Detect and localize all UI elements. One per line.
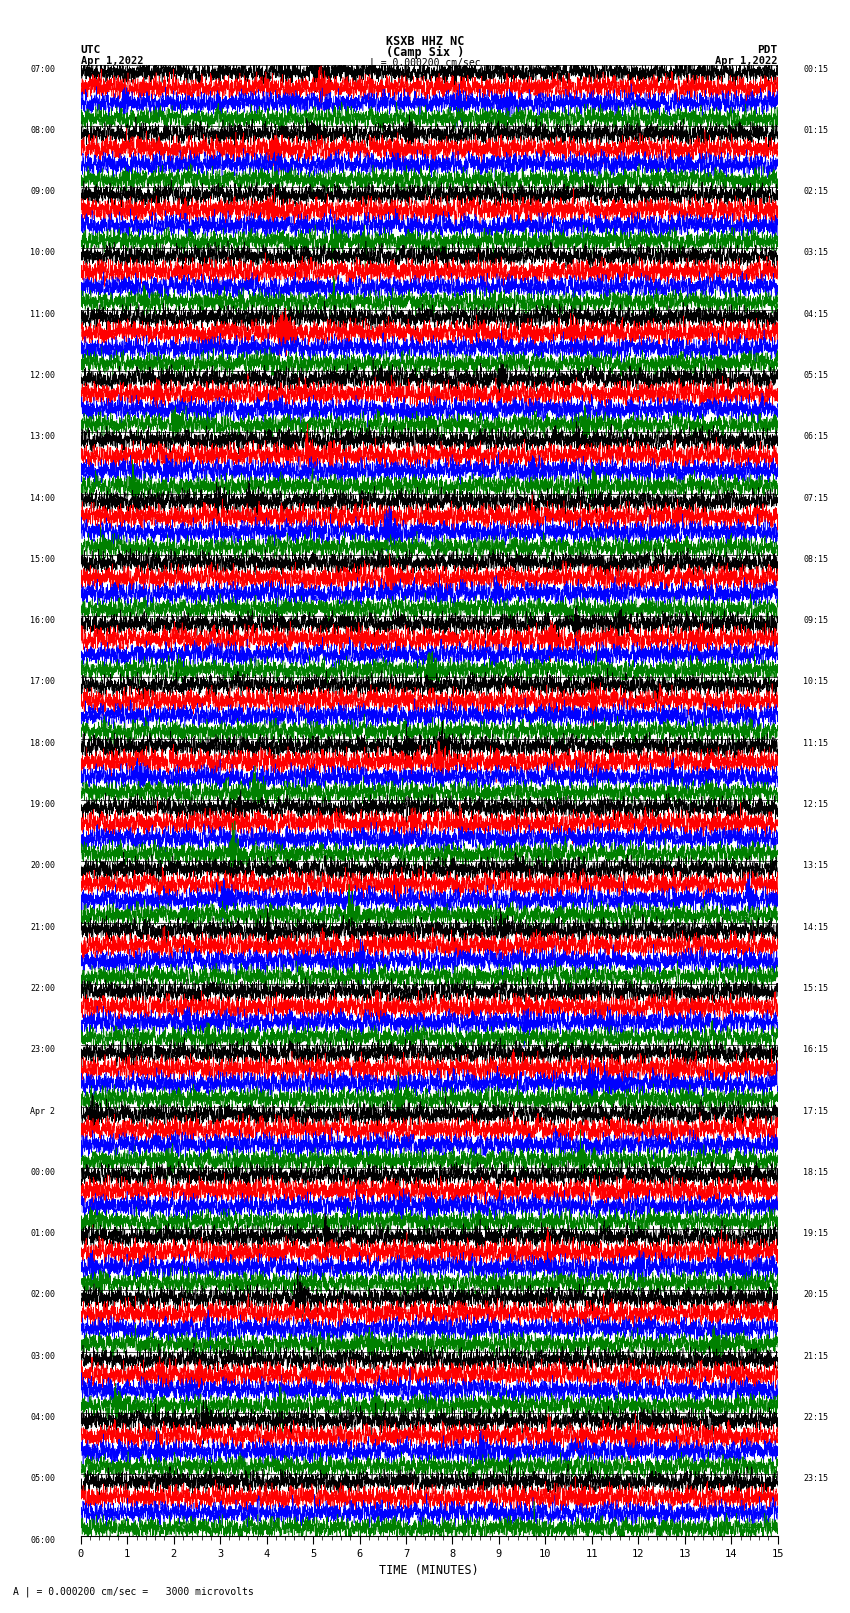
- Text: 18:00: 18:00: [31, 739, 55, 748]
- X-axis label: TIME (MINUTES): TIME (MINUTES): [379, 1565, 479, 1578]
- Text: 01:00: 01:00: [31, 1229, 55, 1239]
- Text: KSXB HHZ NC: KSXB HHZ NC: [386, 35, 464, 48]
- Text: 17:00: 17:00: [31, 677, 55, 687]
- Text: 16:00: 16:00: [31, 616, 55, 626]
- Text: 19:15: 19:15: [803, 1229, 828, 1239]
- Text: (Camp Six ): (Camp Six ): [386, 45, 464, 60]
- Text: 14:15: 14:15: [803, 923, 828, 932]
- Text: 23:15: 23:15: [803, 1474, 828, 1484]
- Text: 09:15: 09:15: [803, 616, 828, 626]
- Text: 20:15: 20:15: [803, 1290, 828, 1300]
- Text: 23:00: 23:00: [31, 1045, 55, 1055]
- Text: 03:00: 03:00: [31, 1352, 55, 1361]
- Text: Apr 1,2022: Apr 1,2022: [715, 56, 778, 66]
- Text: A | = 0.000200 cm/sec =   3000 microvolts: A | = 0.000200 cm/sec = 3000 microvolts: [13, 1586, 253, 1597]
- Text: Apr 2: Apr 2: [31, 1107, 55, 1116]
- Text: 08:15: 08:15: [803, 555, 828, 565]
- Text: 10:15: 10:15: [803, 677, 828, 687]
- Text: 20:00: 20:00: [31, 861, 55, 871]
- Text: 08:00: 08:00: [31, 126, 55, 135]
- Text: 09:00: 09:00: [31, 187, 55, 197]
- Text: 10:00: 10:00: [31, 248, 55, 258]
- Text: 07:00: 07:00: [31, 65, 55, 74]
- Text: 15:00: 15:00: [31, 555, 55, 565]
- Text: 18:15: 18:15: [803, 1168, 828, 1177]
- Text: PDT: PDT: [757, 45, 778, 55]
- Text: 00:15: 00:15: [803, 65, 828, 74]
- Text: 17:15: 17:15: [803, 1107, 828, 1116]
- Text: 12:15: 12:15: [803, 800, 828, 810]
- Text: 19:00: 19:00: [31, 800, 55, 810]
- Text: 12:00: 12:00: [31, 371, 55, 381]
- Text: Apr 1,2022: Apr 1,2022: [81, 56, 144, 66]
- Text: 00:00: 00:00: [31, 1168, 55, 1177]
- Text: 14:00: 14:00: [31, 494, 55, 503]
- Text: 11:00: 11:00: [31, 310, 55, 319]
- Text: 22:15: 22:15: [803, 1413, 828, 1423]
- Text: 05:15: 05:15: [803, 371, 828, 381]
- Text: 02:00: 02:00: [31, 1290, 55, 1300]
- Text: 06:15: 06:15: [803, 432, 828, 442]
- Text: 13:00: 13:00: [31, 432, 55, 442]
- Text: 05:00: 05:00: [31, 1474, 55, 1484]
- Text: | = 0.000200 cm/sec: | = 0.000200 cm/sec: [369, 58, 481, 68]
- Text: 21:15: 21:15: [803, 1352, 828, 1361]
- Text: 03:15: 03:15: [803, 248, 828, 258]
- Text: 16:15: 16:15: [803, 1045, 828, 1055]
- Text: 22:00: 22:00: [31, 984, 55, 994]
- Text: UTC: UTC: [81, 45, 101, 55]
- Text: 04:15: 04:15: [803, 310, 828, 319]
- Text: 15:15: 15:15: [803, 984, 828, 994]
- Text: 04:00: 04:00: [31, 1413, 55, 1423]
- Text: 02:15: 02:15: [803, 187, 828, 197]
- Text: 13:15: 13:15: [803, 861, 828, 871]
- Text: 11:15: 11:15: [803, 739, 828, 748]
- Text: 01:15: 01:15: [803, 126, 828, 135]
- Text: 06:00: 06:00: [31, 1536, 55, 1545]
- Text: 07:15: 07:15: [803, 494, 828, 503]
- Text: 21:00: 21:00: [31, 923, 55, 932]
